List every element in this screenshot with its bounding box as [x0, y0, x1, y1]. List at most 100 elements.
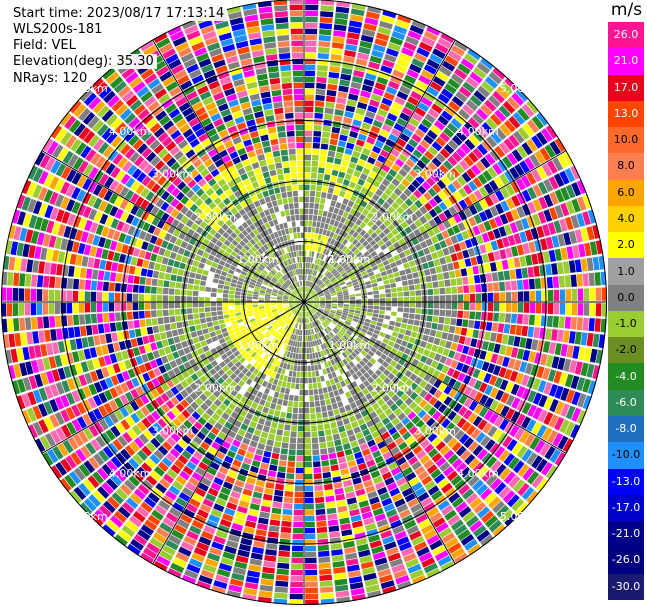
velocity-gate — [315, 227, 320, 234]
velocity-gate — [316, 272, 321, 278]
velocity-gate — [208, 271, 215, 278]
velocity-gate — [435, 265, 443, 274]
velocity-gate — [374, 38, 388, 47]
velocity-gate — [314, 479, 323, 486]
velocity-gate — [289, 305, 295, 308]
velocity-gate — [319, 394, 325, 401]
velocity-gate — [348, 221, 355, 228]
velocity-gate — [319, 305, 325, 308]
velocity-gate — [257, 349, 264, 356]
velocity-gate — [374, 513, 387, 522]
velocity-gate — [276, 326, 282, 332]
velocity-gate — [393, 569, 408, 579]
velocity-gate — [195, 370, 204, 378]
velocity-gate — [577, 303, 584, 316]
velocity-gate — [316, 311, 322, 316]
velocity-gate — [506, 439, 518, 452]
velocity-gate — [371, 165, 381, 174]
velocity-gate — [221, 412, 230, 421]
velocity-gate — [384, 118, 395, 127]
velocity-gate — [509, 269, 517, 280]
velocity-gate — [391, 493, 403, 503]
velocity-gate — [305, 46, 317, 53]
velocity-gate — [543, 382, 553, 395]
velocity-gate — [417, 346, 425, 355]
velocity-gate — [276, 360, 281, 367]
velocity-gate — [409, 296, 416, 302]
velocity-gate — [364, 72, 377, 82]
velocity-gate — [428, 208, 438, 218]
velocity-gate — [477, 419, 488, 431]
velocity-gate — [527, 201, 537, 214]
velocity-gate — [155, 396, 165, 406]
velocity-gate — [331, 226, 337, 233]
velocity-gate — [301, 353, 304, 360]
velocity-gate — [258, 323, 265, 328]
velocity-gate — [444, 487, 457, 499]
velocity-gate — [437, 372, 446, 382]
velocity-gate — [270, 305, 277, 308]
velocity-gate — [324, 270, 329, 276]
velocity-gate — [166, 353, 174, 362]
velocity-gate — [325, 305, 331, 308]
velocity-gate — [521, 486, 535, 501]
velocity-gate — [384, 408, 393, 417]
velocity-gate — [311, 251, 315, 257]
velocity-gate — [445, 287, 452, 294]
velocity-gate — [283, 375, 288, 382]
velocity-gate — [377, 262, 384, 269]
velocity-gate — [239, 409, 248, 418]
velocity-gate — [361, 147, 371, 156]
velocity-gate — [533, 265, 540, 277]
velocity-gate — [450, 118, 463, 129]
velocity-gate — [242, 437, 251, 445]
velocity-gate — [332, 233, 338, 240]
velocity-gate — [205, 286, 212, 292]
velocity-gate — [390, 148, 400, 158]
velocity-gate — [461, 364, 470, 374]
velocity-gate — [327, 187, 334, 194]
velocity-gate — [312, 148, 320, 155]
velocity-gate — [347, 26, 361, 34]
velocity-gate — [222, 298, 229, 302]
velocity-gate — [281, 514, 292, 522]
velocity-gate — [414, 314, 421, 320]
velocity-gate — [25, 361, 34, 375]
velocity-gate — [315, 508, 326, 516]
velocity-gate — [319, 304, 326, 307]
velocity-gate — [91, 324, 99, 335]
velocity-gate — [223, 357, 231, 365]
velocity-gate — [44, 432, 56, 447]
velocity-gate — [206, 276, 214, 283]
velocity-gate — [339, 269, 346, 275]
velocity-gate — [219, 323, 226, 329]
velocity-gate — [466, 168, 477, 180]
velocity-gate — [293, 347, 297, 353]
velocity-gate — [224, 281, 231, 286]
velocity-gate — [380, 327, 387, 333]
velocity-gate — [224, 545, 237, 555]
velocity-gate — [481, 122, 494, 134]
velocity-gate — [510, 181, 521, 194]
velocity-gate — [68, 265, 75, 277]
velocity-gate — [111, 492, 124, 505]
velocity-gate — [438, 316, 445, 324]
velocity-gate — [408, 337, 416, 344]
velocity-gate — [330, 310, 336, 314]
velocity-gate — [370, 261, 377, 268]
velocity-gate — [479, 244, 487, 254]
velocity-gate — [211, 585, 226, 595]
velocity-gate — [304, 347, 307, 354]
velocity-gate — [313, 298, 320, 301]
velocity-gate — [289, 437, 297, 444]
velocity-gate — [393, 343, 401, 350]
velocity-gate — [287, 326, 292, 332]
velocity-gate — [277, 327, 283, 333]
velocity-gate — [307, 329, 310, 336]
velocity-gate — [377, 335, 384, 342]
velocity-gate — [370, 207, 378, 215]
velocity-gate — [444, 237, 453, 247]
velocity-gate — [543, 194, 554, 208]
velocity-gate — [262, 566, 275, 574]
velocity-gate — [252, 304, 259, 308]
